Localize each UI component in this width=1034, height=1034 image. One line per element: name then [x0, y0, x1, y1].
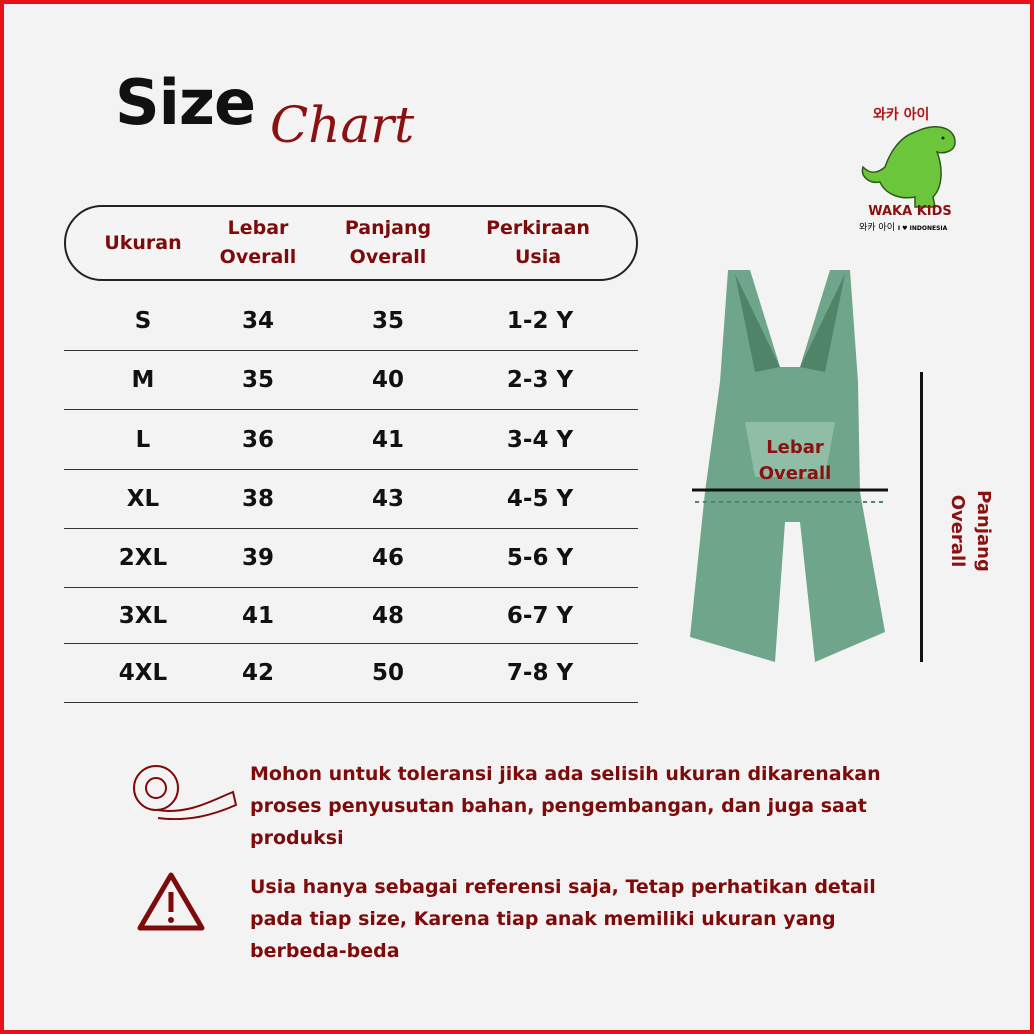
title-size: Size: [115, 66, 256, 139]
cell-usia: 4-5 Y: [506, 486, 574, 512]
length-label: Panjang Overall: [947, 490, 994, 572]
cell-size: L: [135, 426, 151, 453]
dinosaur-icon: [861, 126, 956, 208]
cell-size: 2XL: [118, 545, 168, 571]
cell-lebar: 36: [241, 426, 275, 453]
cell-usia: 2-3 Y: [506, 367, 574, 393]
cell-size: M: [131, 367, 155, 393]
brand-logo: 와카 아이 WAKA KIDS 와카 아이 I ♥ INDONESIA: [855, 100, 965, 235]
cell-usia: 1-2 Y: [506, 308, 574, 334]
cell-panjang: 50: [371, 660, 405, 686]
cell-usia: 7-8 Y: [506, 660, 574, 686]
cell-panjang: 40: [371, 367, 405, 393]
header-ukuran: Ukuran: [104, 231, 182, 254]
title-chart: Chart: [270, 96, 415, 154]
note-age: Usia hanya sebagai referensi saja, Tetap…: [250, 876, 876, 962]
overalls-illustration: [690, 270, 888, 662]
cell-panjang: 35: [371, 308, 405, 334]
table-row: L 36 41 3-4 Y: [64, 410, 638, 470]
cell-size: S: [134, 308, 152, 334]
table-row: S 34 35 1-2 Y: [64, 292, 638, 351]
cell-usia: 3-4 Y: [506, 426, 574, 453]
table-row: 3XL 41 48 6-7 Y: [64, 588, 638, 644]
header-usia: Perkiraan Usia: [486, 217, 590, 268]
logo-korean-small: 와카 아이: [859, 223, 895, 233]
cell-size: 3XL: [118, 602, 168, 629]
logo-brand: WAKA KIDS: [868, 204, 952, 219]
cell-lebar: 39: [241, 545, 275, 571]
logo-tagline: I ♥ INDONESIA: [897, 225, 948, 232]
note-tolerance: Mohon untuk toleransi jika ada selisih u…: [250, 763, 881, 849]
cell-lebar: 35: [241, 367, 275, 393]
warning-icon: [137, 872, 205, 931]
cell-lebar: 41: [241, 602, 275, 629]
cell-usia: 6-7 Y: [506, 602, 574, 629]
cell-size: XL: [126, 486, 160, 512]
cell-size: 4XL: [118, 660, 168, 686]
table-row: M 35 40 2-3 Y: [64, 351, 638, 410]
logo-subline: 와카 아이 I ♥ INDONESIA: [859, 220, 947, 233]
logo-korean: 와카 아이: [873, 107, 930, 123]
cell-lebar: 38: [241, 486, 275, 512]
length-measure-line: [920, 372, 923, 662]
table-header: Ukuran Lebar Overall Panjang Overall Per…: [64, 205, 638, 281]
cell-panjang: 43: [371, 486, 405, 512]
cell-panjang: 41: [371, 426, 405, 453]
cell-panjang: 46: [371, 545, 405, 571]
table-row: 4XL 42 50 7-8 Y: [64, 644, 638, 703]
table-row: 2XL 39 46 5-6 Y: [64, 529, 638, 588]
width-label: Lebar Overall: [758, 437, 832, 484]
measuring-tape-icon: [133, 765, 238, 820]
cell-lebar: 42: [241, 660, 275, 686]
cell-panjang: 48: [371, 602, 405, 629]
header-panjang: Panjang Overall: [344, 217, 432, 268]
header-lebar: Lebar Overall: [219, 217, 297, 268]
cell-usia: 5-6 Y: [506, 545, 574, 571]
cell-lebar: 34: [241, 308, 275, 334]
table-row: XL 38 43 4-5 Y: [64, 470, 638, 529]
